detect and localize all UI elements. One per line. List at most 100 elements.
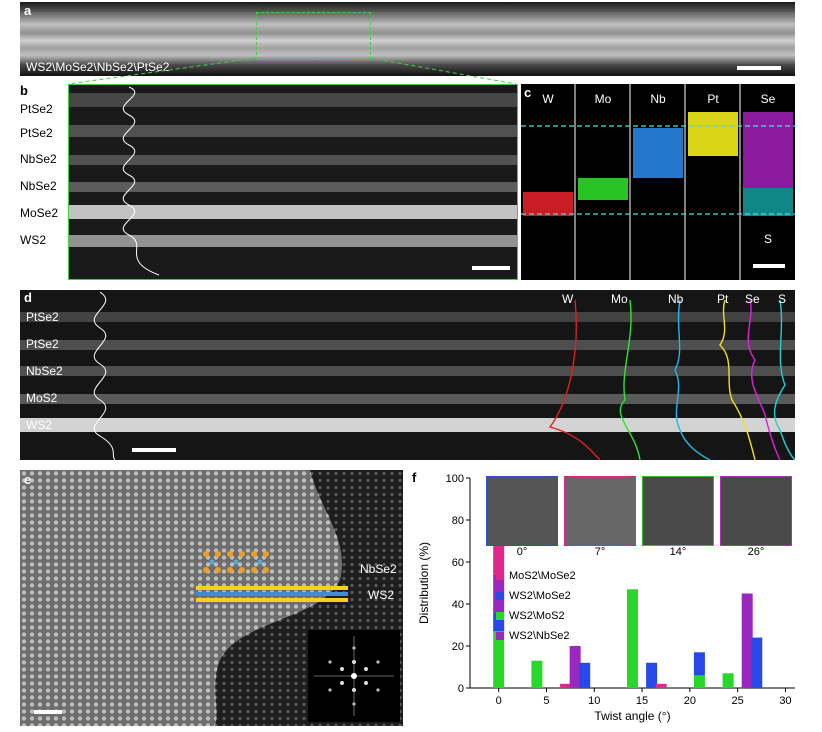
panel-f-letter: f [412, 470, 417, 485]
bar-segment [579, 662, 591, 688]
legend-item: MoS2\MoSe2 [496, 570, 576, 582]
layer-label: MoSe2 [20, 206, 59, 220]
panel-c-scale-bar [753, 264, 785, 268]
bar-segment [693, 675, 705, 688]
x-tick-label: 0 [496, 695, 502, 707]
layer-label: NbSe2 [20, 152, 57, 166]
inset-caption: 26° [747, 546, 765, 558]
x-tick-label: 10 [588, 695, 600, 707]
panel-a-caption: WS2\MoSe2\NbSe2\PtSe2 [26, 60, 170, 74]
nb-map [633, 128, 683, 178]
inset-7 [564, 476, 636, 546]
profile-label-pt: Pt [717, 292, 729, 306]
zoom-connector [67, 57, 517, 85]
profile-s [773, 299, 795, 460]
s-map [743, 188, 793, 216]
panel-a-scale-bar [737, 66, 781, 70]
se-map [743, 112, 793, 188]
element-se: Se [760, 92, 776, 106]
inset-caption: 14° [669, 546, 687, 558]
layer-label: WS2 [26, 418, 53, 432]
ws2-model [196, 586, 348, 602]
panel-b-letter: b [20, 84, 28, 98]
bar-segment [693, 652, 705, 676]
panel-c-letter: c [524, 85, 532, 100]
profile-label-mo: Mo [611, 292, 628, 306]
inset-0 [486, 476, 558, 546]
x-tick-label: 30 [779, 695, 791, 707]
y-tick-label: 100 [446, 473, 464, 485]
element-nb: Nb [650, 92, 666, 106]
panel-a-image [20, 2, 795, 76]
inset-14 [642, 476, 714, 546]
x-tick-label: 20 [684, 695, 696, 707]
profile-label-nb: Nb [668, 292, 684, 306]
y-tick-label: 80 [452, 515, 464, 527]
bar-segment [627, 589, 638, 688]
panel-d-scale-bar [132, 448, 176, 452]
panel-e-scale-bar [34, 710, 62, 714]
bar-segment [493, 612, 505, 632]
bar-segment [741, 593, 753, 688]
layer-label: PtSe2 [26, 310, 59, 324]
legend-item: WS2\NbSe2 [496, 630, 570, 642]
panel-e-image [20, 470, 403, 726]
pt-map [688, 112, 738, 156]
panel-f: f 0 20 40 60 80 100 0 5 10 15 20 25 30 Twist angle (°… [410, 466, 800, 730]
y-tick-label: 0 [458, 683, 464, 695]
layer-label: MoS2 [26, 391, 58, 405]
bar-segment [722, 673, 734, 688]
bar-segment [646, 662, 658, 688]
bar-segment [493, 631, 505, 688]
panel-c-maps [521, 84, 795, 280]
panel-a-zoom-box [256, 12, 371, 60]
x-tick-label: 15 [636, 695, 648, 707]
mo-map [578, 178, 628, 200]
x-tick-label: 25 [732, 695, 744, 707]
y-tick-label: 40 [452, 599, 464, 611]
layer-label: PtSe2 [20, 126, 53, 140]
panel-d-image [20, 291, 795, 460]
layer-label: NbSe2 [20, 179, 57, 193]
bar-segment [655, 683, 667, 688]
inset-caption: 0° [516, 546, 528, 558]
y-tick-label: 20 [452, 641, 464, 653]
panel-a-letter: a [24, 3, 32, 18]
bar-segment [751, 637, 763, 688]
element-mo: Mo [594, 92, 612, 106]
profile-mo [619, 299, 641, 460]
nbse2-model [203, 551, 269, 573]
profile-label-s: S [778, 292, 787, 306]
element-w: W [542, 92, 554, 106]
profile-label-se: Se [745, 292, 760, 306]
panel-b: b PtSe2 PtSe2 NbSe2 NbSe2 MoSe2 WS2 [20, 84, 518, 280]
y-tick-label: 60 [452, 557, 464, 569]
panel-e: e NbSe2 WS2 [20, 470, 403, 726]
panel-e-letter: e [24, 472, 32, 487]
inset-caption: 7° [594, 546, 606, 558]
w-map [523, 192, 573, 216]
bar-segment [569, 646, 581, 688]
legend-item: WS2\MoS2 [496, 610, 565, 622]
panel-b-image [68, 84, 518, 280]
panel-c: c W Mo Nb Pt Se S [521, 84, 795, 280]
profile-nb [674, 299, 711, 460]
panel-a: a WS2\MoSe2\NbSe2\PtSe2 [20, 2, 795, 76]
panel-b-scale-bar [472, 266, 510, 270]
layer-label: PtSe2 [20, 102, 53, 116]
inset-26 [720, 476, 792, 546]
x-axis-label: Twist angle (°) [594, 709, 670, 723]
bar-segment [531, 660, 543, 688]
profile-label-w: W [562, 292, 574, 306]
panel-b-layer-labels: PtSe2 PtSe2 NbSe2 NbSe2 MoSe2 WS2 [20, 102, 68, 272]
bar-segment [560, 683, 572, 688]
element-s: S [763, 232, 772, 246]
layer-label: WS2 [20, 233, 47, 247]
legend-item: WS2\MoSe2 [496, 590, 571, 602]
profile-se [747, 299, 781, 460]
profile-pt [719, 299, 756, 460]
panel-d-letter: d [24, 290, 32, 305]
y-axis-label: Distribution (%) [417, 542, 431, 624]
layer-label: PtSe2 [26, 337, 59, 351]
element-pt: Pt [707, 92, 719, 106]
